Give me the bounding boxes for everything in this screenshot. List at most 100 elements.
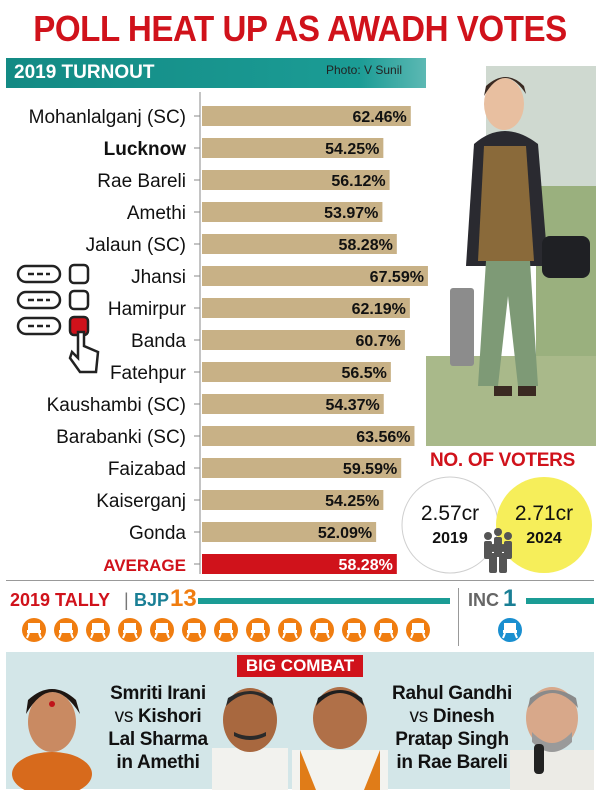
value-label: 54.25% bbox=[325, 141, 379, 158]
chair-icon bbox=[342, 618, 366, 642]
bar bbox=[202, 138, 384, 158]
combat-left-line2: vs Kishori bbox=[96, 705, 220, 728]
turnout-title: 2019 TURNOUT bbox=[14, 62, 155, 83]
combat-left-line4: in Amethi bbox=[116, 752, 200, 773]
combat-title: BIG COMBAT bbox=[245, 656, 355, 675]
category-label: Jhansi bbox=[131, 267, 186, 288]
tally-separator: | bbox=[124, 590, 129, 610]
chair-icon bbox=[118, 618, 142, 642]
value-label: 58.28% bbox=[339, 557, 393, 574]
bar bbox=[202, 330, 405, 350]
voters-2019-value: 2.57cr bbox=[421, 502, 479, 525]
inc-count: 1 bbox=[503, 585, 517, 612]
chair-icon bbox=[278, 618, 302, 642]
portrait-kishori-lal-sharma bbox=[212, 688, 288, 790]
portrait-smriti-irani bbox=[12, 689, 92, 790]
value-label: 56.12% bbox=[331, 173, 385, 190]
combat-right-line3: Pratap Singh bbox=[395, 729, 509, 750]
voters-circle-2019 bbox=[401, 476, 499, 574]
bar bbox=[202, 458, 402, 478]
bar bbox=[202, 298, 410, 318]
divider-vertical bbox=[458, 588, 459, 646]
combat-right-line1: Rahul Gandhi bbox=[392, 683, 512, 704]
combat-right-line2: vs Dinesh bbox=[384, 705, 520, 728]
category-label: Faizabad bbox=[108, 459, 186, 480]
value-label: 56.5% bbox=[341, 365, 386, 382]
category-label: Rae Bareli bbox=[97, 171, 186, 192]
value-label: 62.19% bbox=[352, 301, 406, 318]
category-label: Gonda bbox=[129, 523, 186, 544]
bjp-label: BJP bbox=[134, 590, 170, 610]
category-label: Banda bbox=[131, 331, 186, 352]
bar bbox=[202, 266, 428, 286]
combat-left-opponent: Kishori bbox=[138, 706, 202, 727]
bar bbox=[202, 394, 384, 414]
category-label: Hamirpur bbox=[108, 299, 187, 320]
combat-left-line1: Smriti Irani bbox=[110, 683, 206, 704]
crowd-icon bbox=[484, 528, 512, 573]
value-label: 62.46% bbox=[353, 109, 407, 126]
chair-icon bbox=[214, 618, 238, 642]
combat-title-background bbox=[237, 655, 363, 677]
combat-right-text: Rahul Gandhi vs Dinesh Pratap Singh in R… bbox=[384, 682, 520, 774]
category-label: Lucknow bbox=[104, 139, 187, 160]
turnout-chart: Mohanlalganj (SC) 62.46% Lucknow 54.25% Rae … bbox=[16, 92, 428, 575]
combat-right-line4: in Rae Bareli bbox=[396, 752, 508, 773]
category-label: Kaiserganj bbox=[96, 491, 186, 512]
bar bbox=[202, 426, 415, 446]
chair-icon bbox=[182, 618, 206, 642]
value-label: 58.28% bbox=[339, 237, 393, 254]
chair-icon bbox=[498, 618, 522, 642]
divider-top bbox=[6, 580, 594, 581]
chair-icon bbox=[22, 618, 46, 642]
value-label: 63.56% bbox=[356, 429, 410, 446]
bar bbox=[202, 170, 390, 190]
bar bbox=[202, 202, 383, 222]
portrait-rahul-gandhi bbox=[510, 687, 594, 790]
voters-2019-year: 2019 bbox=[432, 530, 468, 547]
value-label: 54.25% bbox=[325, 493, 379, 510]
chair-icon bbox=[310, 618, 334, 642]
combat-left-line3: Lal Sharma bbox=[108, 729, 208, 750]
combat-left-text: Smriti Irani vs Kishori Lal Sharma in Am… bbox=[96, 682, 220, 774]
chair-icon bbox=[374, 618, 398, 642]
voters-2024-value: 2.71cr bbox=[515, 502, 573, 525]
category-label: Barabanki (SC) bbox=[56, 427, 186, 448]
category-label: Mohanlalganj (SC) bbox=[29, 107, 186, 128]
category-label: Fatehpur bbox=[110, 363, 187, 384]
tally-title: 2019 TALLY bbox=[10, 590, 111, 610]
chair-icon bbox=[150, 618, 174, 642]
combat-left-vs: vs bbox=[114, 706, 134, 727]
bar bbox=[202, 554, 397, 574]
value-label: 67.59% bbox=[370, 269, 424, 286]
voters-circle-2024 bbox=[496, 477, 592, 573]
combat-portraits bbox=[12, 687, 594, 790]
value-label: 54.37% bbox=[325, 397, 379, 414]
bar bbox=[202, 234, 397, 254]
voting-machine-icon bbox=[16, 263, 100, 374]
value-label: 60.7% bbox=[356, 333, 401, 350]
category-label: Kaushambi (SC) bbox=[47, 395, 186, 416]
tally-graphic bbox=[22, 598, 594, 642]
value-label: 52.09% bbox=[318, 525, 372, 542]
bar bbox=[202, 522, 377, 542]
headline: POLL HEAT UP AS AWADH VOTES bbox=[33, 8, 567, 49]
combat-right-opponent: Dinesh bbox=[432, 706, 495, 727]
value-label: 53.97% bbox=[324, 205, 378, 222]
bar bbox=[202, 362, 391, 382]
bar bbox=[202, 490, 384, 510]
category-label: Jalaun (SC) bbox=[86, 235, 186, 256]
candidate-photo bbox=[426, 56, 596, 446]
voters-graphic: 2.57cr 2019 2.71cr 2024 bbox=[401, 476, 592, 574]
bar bbox=[202, 106, 411, 126]
category-label: Amethi bbox=[127, 203, 186, 224]
inc-rule bbox=[526, 598, 594, 604]
voters-2024-year: 2024 bbox=[526, 530, 562, 547]
chair-icon bbox=[86, 618, 110, 642]
chair-icon bbox=[406, 618, 430, 642]
photo-credit: Photo: V Sunil bbox=[326, 63, 403, 77]
portrait-dinesh-pratap-singh bbox=[292, 687, 388, 790]
inc-label: INC bbox=[468, 590, 499, 610]
value-label: 59.59% bbox=[343, 461, 397, 478]
